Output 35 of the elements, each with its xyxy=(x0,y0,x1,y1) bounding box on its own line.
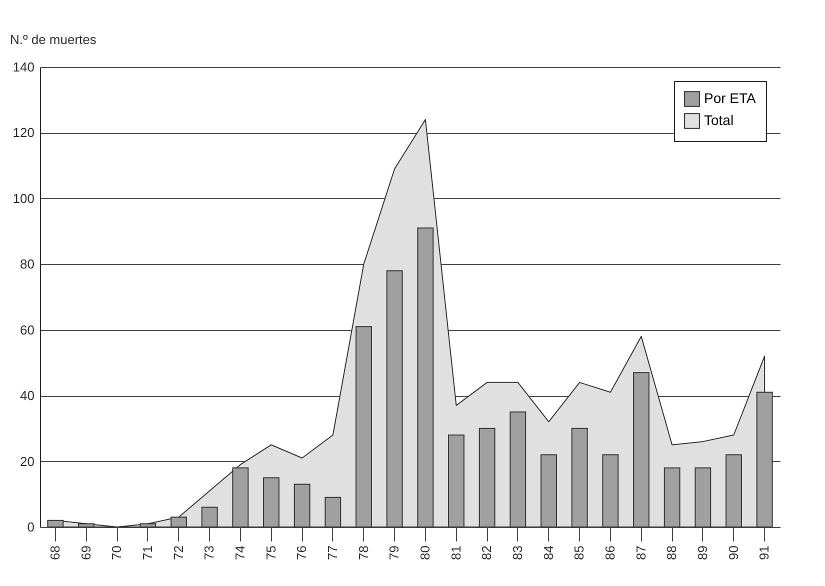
y-tick-label: 20 xyxy=(20,454,34,469)
y-tick-label: 0 xyxy=(27,520,34,534)
x-tick-label: 80 xyxy=(417,546,432,560)
legend-label: Por ETA xyxy=(704,90,757,106)
x-tick-label: 83 xyxy=(510,546,525,560)
y-tick-label: 120 xyxy=(12,125,34,140)
y-tick-label: 100 xyxy=(12,190,34,206)
x-tick-label: 72 xyxy=(170,546,186,560)
x-tick-label: 75 xyxy=(263,546,278,560)
y-tick-label: 80 xyxy=(20,256,34,272)
x-tick-label: 86 xyxy=(602,546,618,560)
x-tick-label: 69 xyxy=(78,546,94,560)
x-tick-label: 85 xyxy=(572,546,587,560)
x-tick-label: 77 xyxy=(324,546,340,560)
x-tick-label: 90 xyxy=(726,546,741,560)
x-tick-label: 74 xyxy=(232,546,248,560)
y-tick-label: 140 xyxy=(12,60,34,74)
x-tick-label: 87 xyxy=(633,546,648,560)
x-tick-label: 68 xyxy=(47,546,62,560)
x-tick-label: 91 xyxy=(756,546,772,560)
x-tick-label: 71 xyxy=(140,546,155,560)
y-tick-label: 40 xyxy=(20,388,34,404)
x-tick-label: 81 xyxy=(448,546,464,560)
x-tick-label: 82 xyxy=(479,546,494,560)
x-tick-label: 70 xyxy=(109,546,124,560)
x-tick-label: 79 xyxy=(386,546,402,560)
x-tick-label: 88 xyxy=(664,546,680,560)
legend-label: Total xyxy=(704,112,734,128)
x-tick-label: 84 xyxy=(540,546,556,560)
x-tick-label: 73 xyxy=(202,546,217,560)
y-tick-label: 60 xyxy=(20,322,34,338)
x-tick-label: 78 xyxy=(356,546,371,560)
x-tick-label: 89 xyxy=(694,546,710,560)
x-tick-label: 76 xyxy=(294,546,310,560)
y-axis-title: N.º de muertes xyxy=(10,32,97,47)
